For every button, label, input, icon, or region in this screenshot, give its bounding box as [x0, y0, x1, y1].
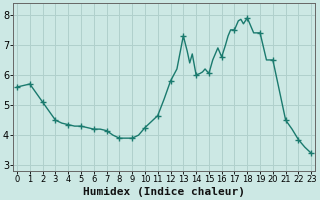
X-axis label: Humidex (Indice chaleur): Humidex (Indice chaleur) — [83, 187, 245, 197]
